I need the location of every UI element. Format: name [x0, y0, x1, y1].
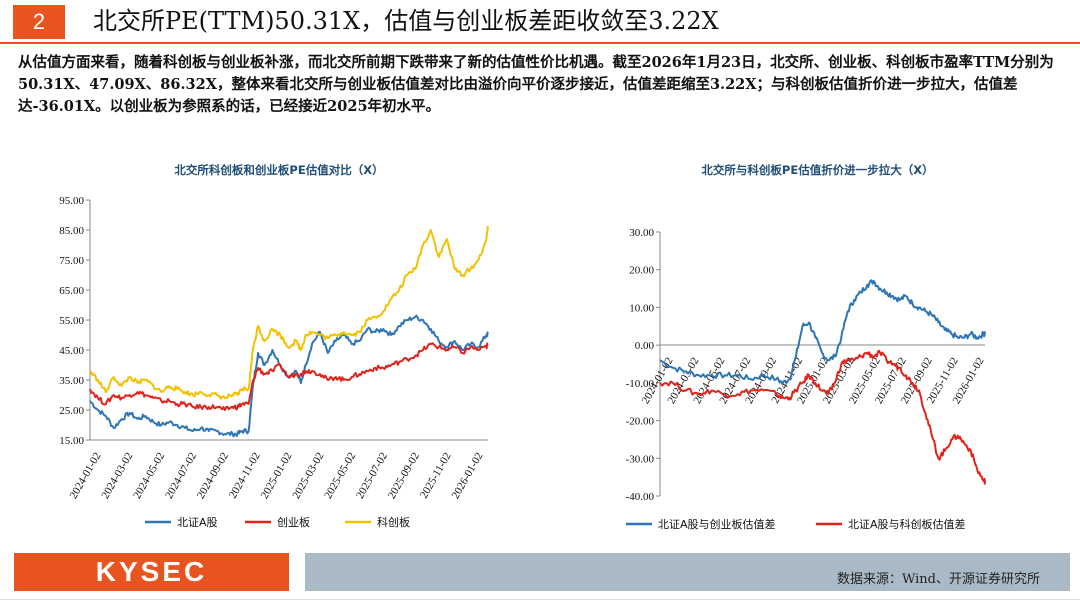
data-source: 数据来源：Wind、开源证券研究所: [837, 572, 1040, 587]
summary-text: 从估值方面来看，随着科创板与创业板补涨，而北交所前期下跌带来了新的估值性价比机遇…: [18, 54, 1054, 115]
legend-label-1: 北证A股: [177, 516, 218, 529]
pe-comparison-chart: 北交所科创板和创业板PE估值对比（X） 95.00 85.00 75.00 65.00 5…: [59, 163, 489, 529]
y-tick-label: 45.00: [59, 345, 84, 357]
brand-logo: KYSEC: [14, 553, 289, 591]
legend-label-3: 科创板: [377, 515, 410, 529]
series-line-2: [659, 349, 986, 485]
series-line-2: [89, 342, 489, 411]
y-tick-label: 55.00: [59, 315, 84, 327]
y-tick-label: -30.00: [626, 453, 655, 465]
footer-bar: [305, 553, 1070, 591]
legend-label-2: 创业板: [277, 515, 310, 529]
y-tick-label: 15.00: [59, 435, 84, 447]
series-line-3: [89, 225, 489, 400]
y-tick-label: 65.00: [59, 285, 84, 297]
chart-title: 北交所科创板和创业板PE估值对比（X）: [174, 163, 383, 177]
y-tick-label: 10.00: [629, 302, 654, 314]
legend-label-1: 北证A股与创业板估值差: [658, 517, 776, 531]
section-number: 2: [13, 5, 65, 39]
series-line-1: [659, 279, 986, 384]
y-tick-label: -40.00: [626, 491, 655, 503]
header: 2 北交所PE(TTM)50.31X，估值与创业板差距收敛至3.22X: [0, 0, 1080, 44]
page-title: 北交所PE(TTM)50.31X，估值与创业板差距收敛至3.22X: [93, 7, 719, 35]
y-tick-label: 95.00: [59, 195, 84, 207]
pe-spread-chart: 北交所与科创板PE估值折价进一步拉大（X） 30.00 20.00 10.00 0.00…: [626, 163, 987, 531]
y-tick-label: 75.00: [59, 255, 84, 267]
y-tick-label: 35.00: [59, 375, 84, 387]
y-tick-label: 20.00: [629, 265, 654, 277]
y-tick-label: 30.00: [629, 227, 654, 239]
y-tick-label: -10.00: [626, 378, 655, 390]
legend-label-2: 北证A股与科创板估值差: [848, 517, 966, 531]
y-tick-label: -20.00: [626, 416, 655, 428]
y-tick-label: 25.00: [59, 405, 84, 417]
chart-title: 北交所与科创板PE估值折价进一步拉大（X）: [701, 163, 933, 177]
header-rule: [0, 42, 1080, 44]
y-tick-label: 0.00: [635, 340, 655, 352]
footer-divider: [0, 599, 1080, 600]
y-tick-label: 85.00: [59, 225, 84, 237]
footer: KYSEC 数据来源：Wind、开源证券研究所: [0, 553, 1080, 607]
